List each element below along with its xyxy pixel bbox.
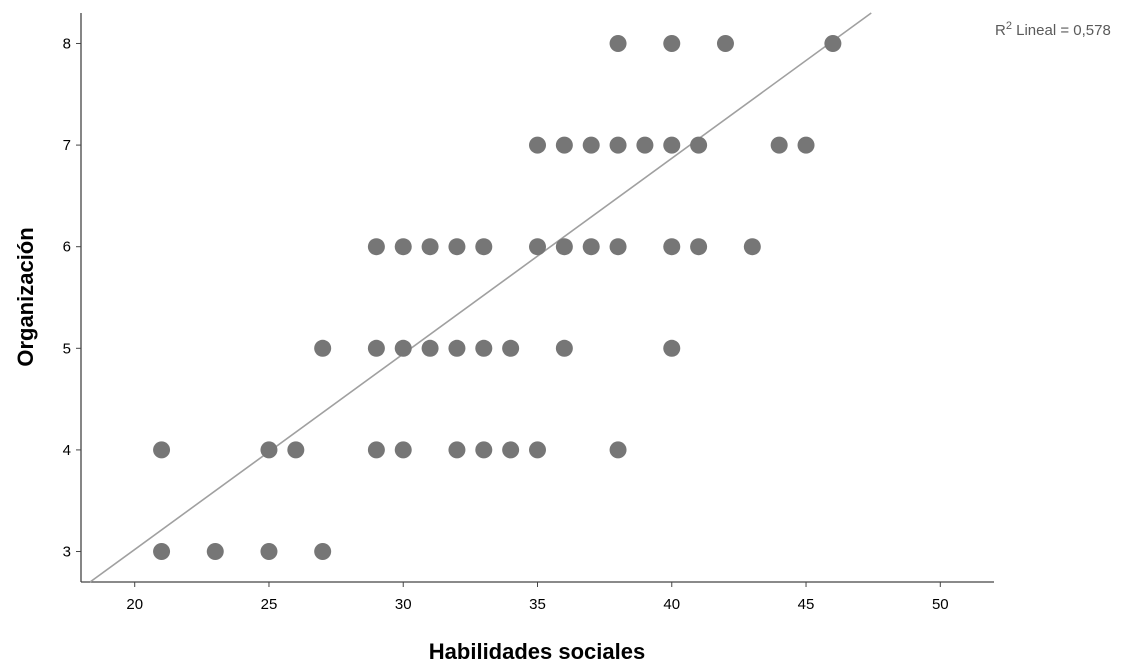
y-tick-label: 3: [63, 544, 71, 561]
plot-area: [80, 12, 994, 583]
y-tick-label: 7: [63, 137, 71, 154]
data-point: [582, 238, 600, 256]
data-point: [260, 441, 278, 459]
data-point: [314, 339, 332, 357]
data-point: [555, 238, 573, 256]
r2-superscript: 2: [1006, 20, 1012, 32]
data-point: [421, 238, 439, 256]
data-point: [663, 238, 681, 256]
r2-value: Lineal = 0,578: [1012, 22, 1111, 39]
data-point: [529, 238, 546, 256]
data-point: [555, 339, 573, 357]
data-point: [609, 238, 627, 256]
x-tick-label: 30: [395, 596, 412, 613]
data-point: [555, 136, 573, 154]
data-point: [770, 136, 788, 154]
data-point: [367, 441, 385, 459]
data-point: [475, 238, 493, 256]
data-point: [421, 339, 439, 357]
x-tick-label: 35: [529, 596, 546, 613]
data-point: [153, 543, 171, 561]
data-point: [716, 34, 734, 52]
x-axis-title: Habilidades sociales: [429, 639, 645, 662]
data-point: [824, 34, 842, 52]
data-point: [690, 136, 708, 154]
data-point: [529, 136, 546, 154]
data-point: [153, 441, 171, 459]
data-point: [582, 136, 600, 154]
x-tick-label: 40: [663, 596, 680, 613]
data-point: [636, 136, 654, 154]
x-tick-label: 45: [798, 596, 815, 613]
data-point: [609, 136, 627, 154]
data-point: [663, 339, 681, 357]
data-points: [153, 34, 842, 561]
data-point: [475, 441, 493, 459]
data-point: [394, 339, 412, 357]
x-tick-label: 50: [932, 596, 949, 613]
data-point: [448, 238, 466, 256]
data-point: [448, 339, 466, 357]
data-point: [367, 238, 385, 256]
r2-annotation: R2 Lineal = 0,578: [995, 20, 1111, 39]
data-point: [260, 543, 278, 561]
y-tick-label: 8: [63, 35, 71, 52]
y-tick-label: 5: [63, 340, 71, 357]
data-point: [206, 543, 224, 561]
data-point: [394, 441, 412, 459]
r2-prefix: R: [995, 22, 1006, 39]
x-tick-label: 20: [126, 596, 143, 613]
data-point: [475, 339, 493, 357]
data-point: [448, 441, 466, 459]
data-point: [502, 339, 520, 357]
data-point: [314, 543, 332, 561]
data-point: [743, 238, 761, 256]
data-point: [287, 441, 305, 459]
data-point: [394, 238, 412, 256]
data-point: [502, 441, 520, 459]
data-point: [609, 34, 627, 52]
data-point: [367, 339, 385, 357]
data-point: [690, 238, 708, 256]
y-tick-label: 6: [63, 239, 71, 256]
y-axis-title: Organización: [13, 227, 38, 366]
regression-line: [89, 12, 872, 583]
data-point: [663, 34, 681, 52]
data-point: [797, 136, 815, 154]
x-tick-label: 25: [261, 596, 278, 613]
y-tick-label: 4: [63, 442, 71, 459]
data-point: [609, 441, 627, 459]
data-point: [529, 441, 546, 459]
data-point: [663, 136, 681, 154]
